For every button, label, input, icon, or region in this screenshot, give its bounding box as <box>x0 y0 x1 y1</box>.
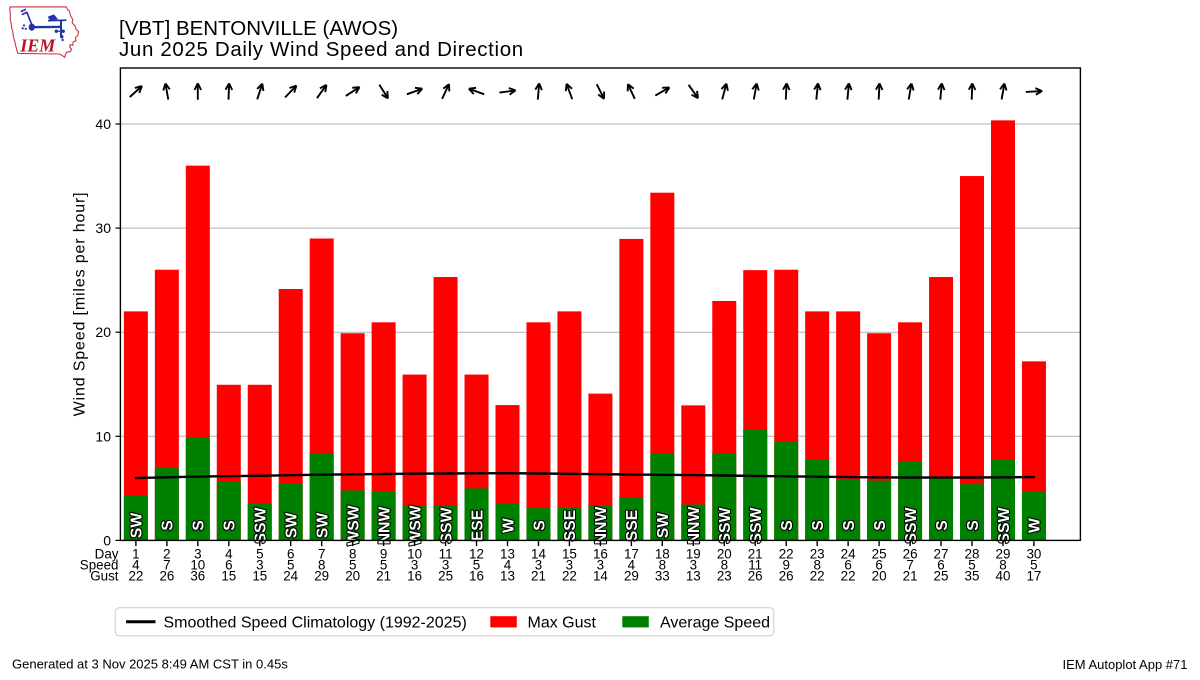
svg-text:40: 40 <box>996 569 1011 584</box>
svg-text:S: S <box>965 520 982 531</box>
svg-text:13: 13 <box>500 569 515 584</box>
svg-text:Wind Speed [miles per hour]: Wind Speed [miles per hour] <box>72 192 89 417</box>
svg-text:IEM: IEM <box>19 35 56 55</box>
svg-text:20: 20 <box>95 324 111 340</box>
svg-text:Jun 2025 Daily Wind Speed and: Jun 2025 Daily Wind Speed and Direction <box>119 38 524 61</box>
svg-text:21: 21 <box>903 569 918 584</box>
svg-text:23: 23 <box>717 569 732 584</box>
svg-text:[VBT] BENTONVILLE (AWOS): [VBT] BENTONVILLE (AWOS) <box>119 17 398 40</box>
svg-text:40: 40 <box>95 116 111 132</box>
svg-text:10: 10 <box>95 428 111 444</box>
svg-text:22: 22 <box>841 569 856 584</box>
svg-text:S: S <box>222 520 239 531</box>
svg-text:S: S <box>531 520 548 531</box>
svg-text:SSW: SSW <box>438 507 455 543</box>
svg-text:SW: SW <box>284 513 301 539</box>
svg-text:20: 20 <box>345 569 360 584</box>
svg-text:24: 24 <box>283 569 298 584</box>
svg-text:22: 22 <box>810 569 825 584</box>
svg-text:25: 25 <box>934 569 949 584</box>
svg-text:14: 14 <box>593 569 608 584</box>
svg-text:35: 35 <box>965 569 980 584</box>
svg-text:26: 26 <box>748 569 763 584</box>
svg-text:SSW: SSW <box>996 507 1013 543</box>
svg-text:25: 25 <box>438 569 453 584</box>
svg-text:22: 22 <box>128 569 143 584</box>
svg-text:S: S <box>810 520 827 531</box>
svg-text:21: 21 <box>376 569 391 584</box>
svg-text:30: 30 <box>95 220 111 236</box>
svg-text:S: S <box>841 520 858 531</box>
svg-text:WSW: WSW <box>346 505 363 545</box>
svg-text:S: S <box>934 520 951 531</box>
svg-text:S: S <box>779 520 796 531</box>
svg-text:NNW: NNW <box>376 507 393 545</box>
svg-text:21: 21 <box>531 569 546 584</box>
svg-text:S: S <box>160 520 177 531</box>
svg-text:29: 29 <box>314 569 329 584</box>
svg-text:SSW: SSW <box>903 507 920 543</box>
svg-text:33: 33 <box>655 569 670 584</box>
svg-text:20: 20 <box>872 569 887 584</box>
svg-text:15: 15 <box>252 569 267 584</box>
svg-text:26: 26 <box>159 569 174 584</box>
svg-text:Gust: Gust <box>90 569 119 584</box>
svg-text:Max Gust: Max Gust <box>528 614 597 631</box>
svg-text:Generated at 3 Nov 2025 8:49 A: Generated at 3 Nov 2025 8:49 AM CST in 0… <box>12 656 288 671</box>
svg-text:S: S <box>872 520 889 531</box>
svg-text:SSE: SSE <box>624 510 641 542</box>
svg-text:IEM Autoplot App #71: IEM Autoplot App #71 <box>1062 657 1187 672</box>
svg-text:22: 22 <box>562 569 577 584</box>
svg-text:16: 16 <box>407 569 422 584</box>
svg-text:SSW: SSW <box>253 507 270 543</box>
svg-text:ESE: ESE <box>469 510 486 542</box>
svg-text:W: W <box>1027 518 1044 533</box>
svg-text:SSW: SSW <box>748 507 765 543</box>
svg-text:29: 29 <box>624 569 639 584</box>
svg-text:SSE: SSE <box>562 510 579 542</box>
svg-text:W: W <box>500 518 517 533</box>
svg-text:SW: SW <box>315 513 332 539</box>
svg-text:NNW: NNW <box>686 507 703 545</box>
svg-text:15: 15 <box>221 569 236 584</box>
svg-text:Average Speed: Average Speed <box>660 614 770 631</box>
svg-text:SW: SW <box>129 513 146 539</box>
svg-text:36: 36 <box>190 569 205 584</box>
svg-text:NNW: NNW <box>593 507 610 545</box>
svg-text:13: 13 <box>686 569 701 584</box>
svg-text:26: 26 <box>779 569 794 584</box>
svg-text:Smoothed Speed Climatology (19: Smoothed Speed Climatology (1992-2025) <box>164 614 467 631</box>
svg-text:S: S <box>191 520 208 531</box>
svg-text:WSW: WSW <box>407 505 424 545</box>
svg-text:SSW: SSW <box>717 507 734 543</box>
svg-text:17: 17 <box>1026 569 1041 584</box>
svg-text:SW: SW <box>655 513 672 539</box>
svg-text:16: 16 <box>469 569 484 584</box>
